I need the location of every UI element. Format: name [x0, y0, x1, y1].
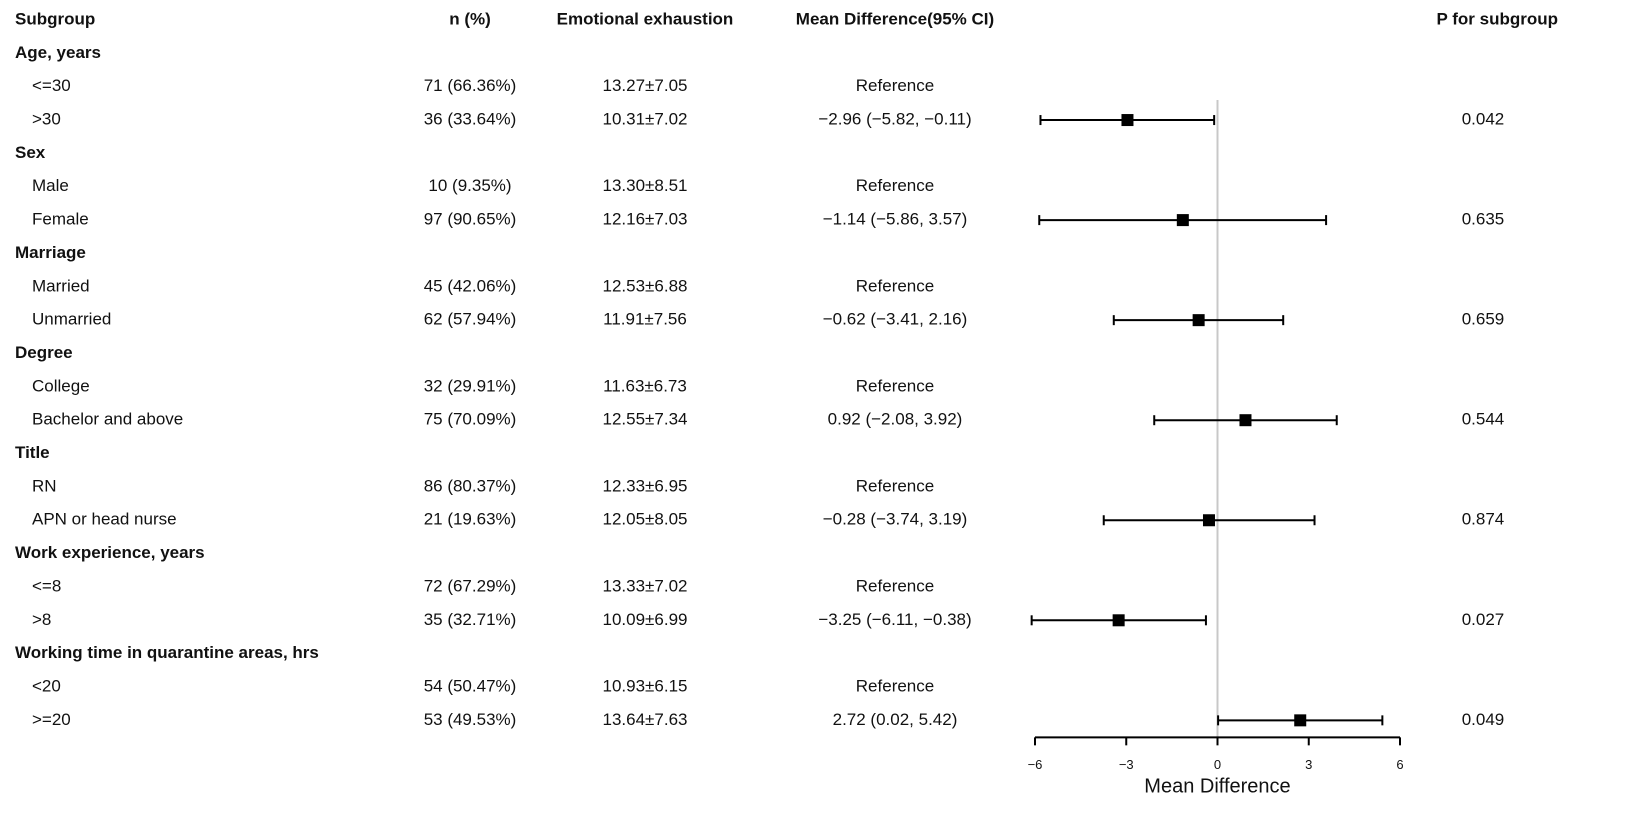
subgroup-label: APN or head nurse	[32, 510, 177, 529]
emotional-exhaustion: 12.05±8.05	[603, 510, 688, 529]
subgroup-label: Male	[32, 176, 69, 195]
group-label: Working time in quarantine areas, hrs	[15, 643, 319, 662]
point-estimate	[1202, 514, 1215, 527]
mean-difference-ci: Reference	[856, 676, 934, 695]
x-tick-label: −6	[1028, 757, 1043, 772]
subgroup-label: >=20	[32, 710, 71, 729]
subgroup-label: Married	[32, 276, 90, 295]
point-estimate	[1239, 414, 1252, 427]
p-value: 0.659	[1462, 310, 1505, 329]
p-value: 0.027	[1462, 610, 1505, 629]
emotional-exhaustion: 10.31±7.02	[603, 110, 688, 129]
subgroup-label: Female	[32, 210, 89, 229]
emotional-exhaustion: 13.30±8.51	[603, 176, 688, 195]
x-tick-label: 3	[1305, 757, 1312, 772]
mean-difference-ci: Reference	[856, 576, 934, 595]
point-estimate	[1121, 114, 1134, 127]
mean-difference-ci: 2.72 (0.02, 5.42)	[833, 710, 958, 729]
group-label: Sex	[15, 143, 46, 162]
mean-difference-ci: −0.62 (−3.41, 2.16)	[823, 310, 968, 329]
mean-difference-ci: 0.92 (−2.08, 3.92)	[828, 410, 963, 429]
column-header: Mean Difference(95% CI)	[796, 9, 994, 28]
point-estimate	[1176, 214, 1189, 227]
n-percent: 97 (90.65%)	[424, 210, 517, 229]
emotional-exhaustion: 12.16±7.03	[603, 210, 688, 229]
mean-difference-ci: −2.96 (−5.82, −0.11)	[818, 110, 971, 129]
mean-difference-ci: −0.28 (−3.74, 3.19)	[823, 510, 968, 529]
p-value: 0.049	[1462, 710, 1505, 729]
mean-difference-ci: Reference	[856, 376, 934, 395]
subgroup-label: Unmarried	[32, 310, 111, 329]
emotional-exhaustion: 12.33±6.95	[603, 476, 688, 495]
subgroup-label: RN	[32, 476, 57, 495]
p-value: 0.874	[1462, 510, 1505, 529]
emotional-exhaustion: 13.33±7.02	[603, 576, 688, 595]
group-label: Marriage	[15, 243, 86, 262]
emotional-exhaustion: 11.63±6.73	[603, 376, 687, 395]
p-value: 0.042	[1462, 110, 1505, 129]
n-percent: 53 (49.53%)	[424, 710, 517, 729]
n-percent: 36 (33.64%)	[424, 110, 517, 129]
column-header: Subgroup	[15, 9, 95, 28]
mean-difference-ci: Reference	[856, 476, 934, 495]
group-label: Title	[15, 443, 50, 462]
n-percent: 72 (67.29%)	[424, 576, 517, 595]
mean-difference-ci: Reference	[856, 76, 934, 95]
point-estimate	[1294, 714, 1307, 727]
x-tick-label: 0	[1214, 757, 1221, 772]
column-header: n (%)	[449, 9, 491, 28]
column-header: P for subgroup	[1436, 9, 1558, 28]
subgroup-label: <20	[32, 676, 61, 695]
mean-difference-ci: Reference	[856, 176, 934, 195]
subgroup-label: >30	[32, 110, 61, 129]
emotional-exhaustion: 10.09±6.99	[603, 610, 688, 629]
subgroup-label: Bachelor and above	[32, 410, 183, 429]
n-percent: 71 (66.36%)	[424, 76, 517, 95]
mean-difference-ci: −1.14 (−5.86, 3.57)	[823, 210, 968, 229]
group-label: Degree	[15, 343, 73, 362]
n-percent: 10 (9.35%)	[428, 176, 511, 195]
n-percent: 45 (42.06%)	[424, 276, 517, 295]
subgroup-label: >8	[32, 610, 51, 629]
n-percent: 35 (32.71%)	[424, 610, 517, 629]
n-percent: 54 (50.47%)	[424, 676, 517, 695]
point-estimate	[1112, 614, 1125, 627]
n-percent: 75 (70.09%)	[424, 410, 517, 429]
group-label: Work experience, years	[15, 543, 205, 562]
subgroup-label: <=8	[32, 576, 61, 595]
subgroup-label: <=30	[32, 76, 71, 95]
emotional-exhaustion: 12.53±6.88	[603, 276, 688, 295]
mean-difference-ci: Reference	[856, 276, 934, 295]
x-tick-label: 6	[1396, 757, 1403, 772]
emotional-exhaustion: 10.93±6.15	[603, 676, 688, 695]
emotional-exhaustion: 13.27±7.05	[603, 76, 688, 95]
p-value: 0.635	[1462, 210, 1505, 229]
column-header: Emotional exhaustion	[557, 9, 734, 28]
x-tick-label: −3	[1119, 757, 1134, 772]
n-percent: 86 (80.37%)	[424, 476, 517, 495]
p-value: 0.544	[1462, 410, 1505, 429]
n-percent: 32 (29.91%)	[424, 376, 517, 395]
emotional-exhaustion: 11.91±7.56	[603, 310, 687, 329]
mean-difference-ci: −3.25 (−6.11, −0.38)	[818, 610, 971, 629]
subgroup-label: College	[32, 376, 90, 395]
emotional-exhaustion: 12.55±7.34	[603, 410, 688, 429]
n-percent: 62 (57.94%)	[424, 310, 517, 329]
emotional-exhaustion: 13.64±7.63	[603, 710, 688, 729]
point-estimate	[1192, 314, 1205, 327]
group-label: Age, years	[15, 43, 101, 62]
n-percent: 21 (19.63%)	[424, 510, 517, 529]
x-axis-title: Mean Difference	[1144, 776, 1290, 798]
